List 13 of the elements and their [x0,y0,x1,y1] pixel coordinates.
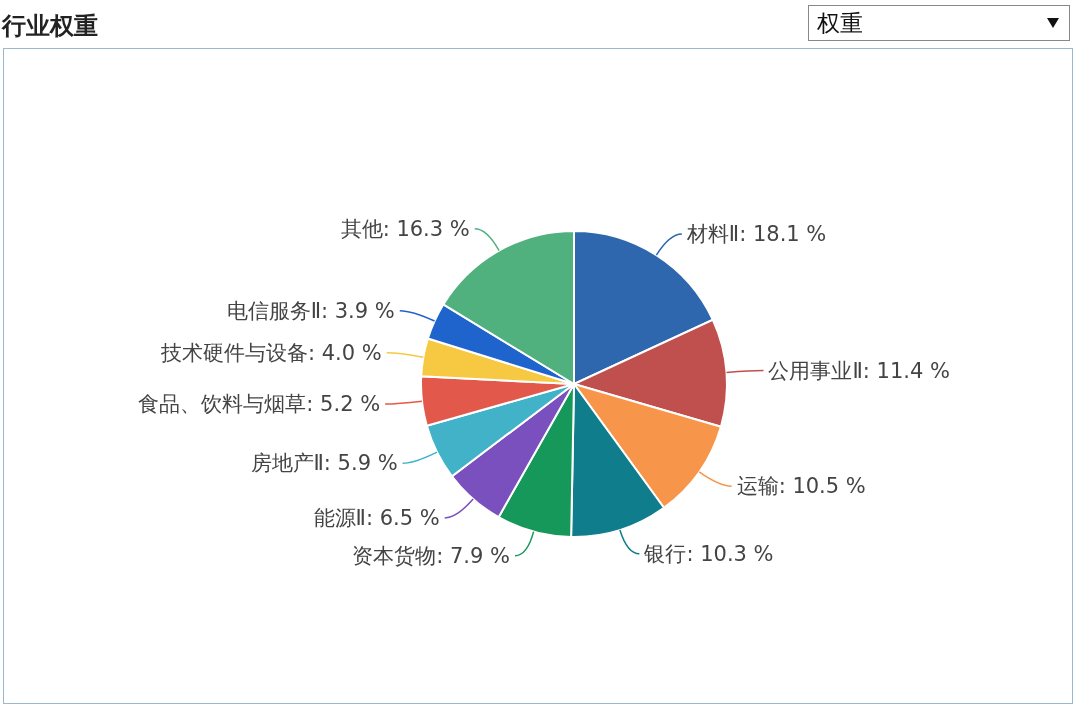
slice-label: 电信服务Ⅱ: 3.9 % [226,298,395,323]
chart-title: 行业权重 [2,11,98,42]
slice-label: 能源Ⅱ: 6.5 % [313,505,440,530]
slice-label: 资本货物: 7.9 % [352,543,511,568]
slice-label: 食品、饮料与烟草: 5.2 % [138,392,381,417]
slice-label: 运输: 10.5 % [736,474,866,499]
slice-label: 技术硬件与设备: 4.0 % [159,340,382,365]
slice-label: 房地产Ⅱ: 5.9 % [250,451,398,476]
dropdown-field: 权重 [808,5,1070,41]
slice-label: 公用事业Ⅱ: 11.4 % [768,358,950,383]
slice-label: 银行: 10.3 % [643,541,774,566]
slice-label: 材料Ⅱ: 18.1 % [685,222,827,247]
slice-label: 其他: 16.3 % [340,216,470,241]
